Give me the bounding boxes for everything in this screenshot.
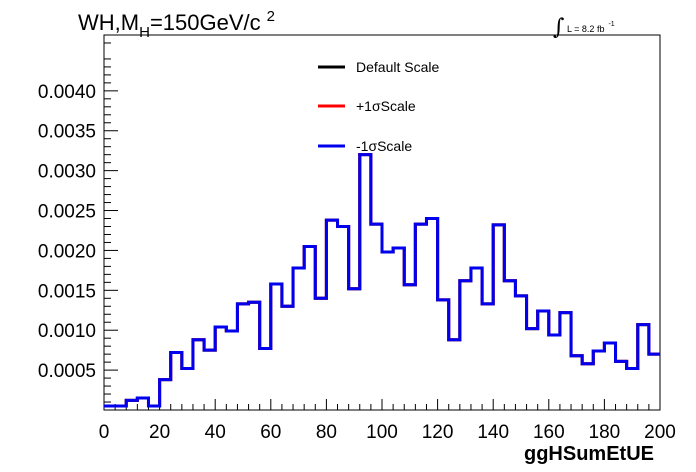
y-tick-label: 0.0030 (38, 162, 96, 183)
title-subscript: H (139, 24, 150, 41)
series-line-2 (104, 153, 660, 408)
x-tick-label: 20 (149, 422, 170, 443)
legend-label-default: Default Scale (356, 59, 439, 75)
y-axis: 0.0005 0.0010 0.0015 0.0020 0.0025 0.0030 0.00… (38, 34, 118, 403)
chart-title: WH,MH=150GeV/c 2 (78, 8, 275, 41)
x-tick-label: 40 (205, 422, 226, 443)
luminosity-label: L = 8.2 fb -1 (567, 21, 615, 34)
plot-frame (103, 34, 661, 411)
y-tick-label: 0.0035 (38, 122, 96, 143)
x-tick-label: 180 (589, 422, 621, 443)
legend-label-minus: -1σScale (356, 138, 412, 154)
x-tick-label: 160 (533, 422, 565, 443)
y-tick-label: 0.0040 (38, 82, 96, 103)
x-tick-label: 0 (99, 422, 110, 443)
series-layer (104, 153, 660, 408)
x-tick-label: 120 (422, 422, 454, 443)
legend: Default Scale +1σScale -1σScale (318, 59, 439, 154)
legend-label-plus: +1σScale (356, 98, 416, 114)
y-tick-label: 0.0010 (38, 321, 96, 342)
y-tick-label: 0.0020 (38, 241, 96, 262)
title-prefix: WH,M (78, 10, 139, 35)
x-tick-label: 140 (477, 422, 509, 443)
y-tick-label: 0.0025 (38, 202, 96, 223)
x-axis-label: ggHSumEtUE (524, 443, 654, 465)
x-tick-label: 100 (366, 422, 398, 443)
luminosity-text: L = 8.2 fb (567, 24, 604, 34)
x-tick-label: 200 (644, 422, 676, 443)
luminosity-superscript: -1 (608, 21, 614, 28)
title-suffix: =150GeV/c (150, 10, 261, 35)
title-superscript: 2 (267, 8, 275, 25)
y-tick-label: 0.0005 (38, 361, 96, 382)
y-tick-label: 0.0015 (38, 281, 96, 302)
x-tick-label: 80 (316, 422, 337, 443)
integral-symbol: ∫ (553, 15, 565, 40)
x-axis: 0 20 40 60 80 100 120 140 160 180 200 (99, 399, 676, 443)
x-tick-label: 60 (260, 422, 281, 443)
